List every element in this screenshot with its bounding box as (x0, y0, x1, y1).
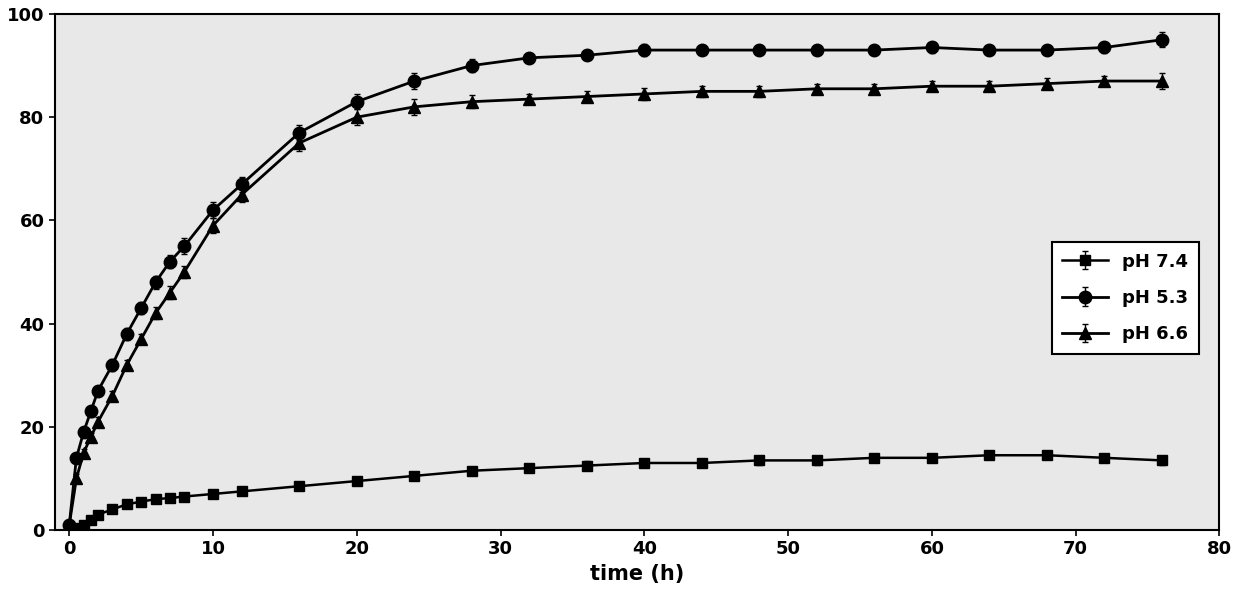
X-axis label: time (h): time (h) (590, 564, 684, 584)
Legend: pH 7.4, pH 5.3, pH 6.6: pH 7.4, pH 5.3, pH 6.6 (1052, 242, 1199, 353)
